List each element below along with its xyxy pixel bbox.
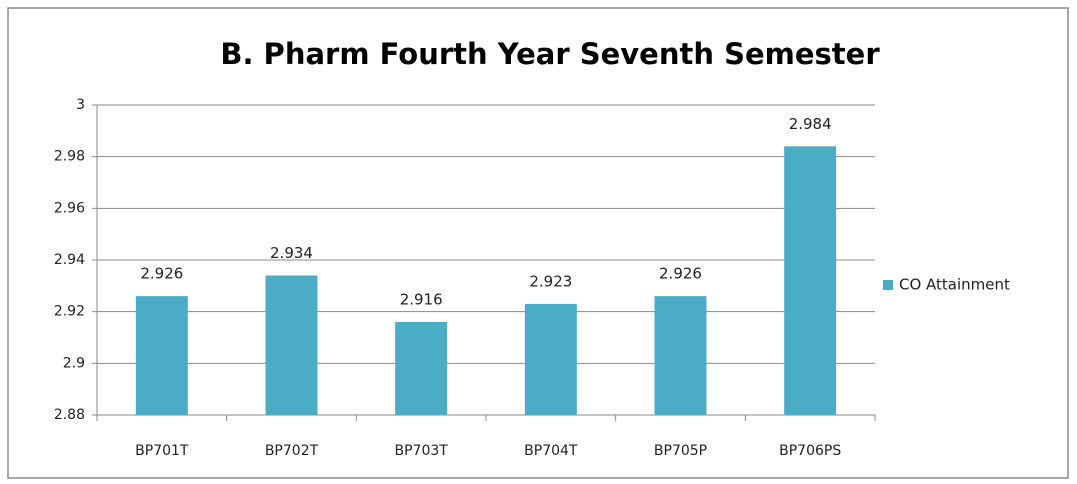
legend-swatch <box>883 280 893 290</box>
y-tick-label: 2.88 <box>54 407 85 423</box>
x-tick-label: BP701T <box>135 443 189 459</box>
chart-title: B. Pharm Fourth Year Seventh Semester <box>220 37 880 71</box>
x-tick-label: BP706PS <box>779 443 841 459</box>
bar <box>135 296 188 415</box>
x-tick-label: BP704T <box>524 443 578 459</box>
data-label: 2.984 <box>789 115 832 133</box>
y-tick-label: 2.98 <box>54 149 85 165</box>
bar <box>395 322 448 415</box>
data-label: 2.916 <box>400 291 443 309</box>
y-tick-label: 2.9 <box>63 355 85 371</box>
bar <box>654 296 707 415</box>
legend-label: CO Attainment <box>899 276 1010 294</box>
y-tick-label: 2.92 <box>54 304 85 320</box>
data-label: 2.926 <box>659 265 702 283</box>
x-tick-label: BP703T <box>395 443 449 459</box>
bar <box>524 303 577 415</box>
data-label: 2.934 <box>270 244 313 262</box>
y-tick-label: 2.94 <box>54 252 85 268</box>
bar <box>265 275 318 415</box>
data-label: 2.926 <box>140 265 183 283</box>
x-tick-label: BP705P <box>654 443 707 459</box>
x-tick-label: BP702T <box>265 443 319 459</box>
y-tick-label: 3 <box>76 97 85 113</box>
bar <box>784 146 837 416</box>
data-label: 2.923 <box>529 272 572 290</box>
y-tick-label: 2.96 <box>54 200 85 216</box>
